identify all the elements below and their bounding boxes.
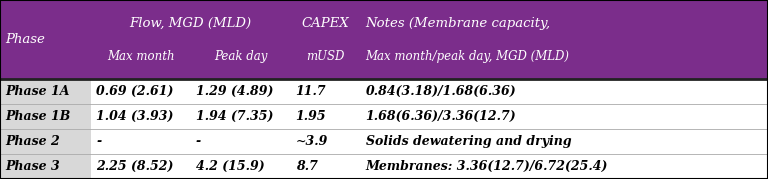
Text: Phase 2: Phase 2 <box>5 135 60 148</box>
Text: Phase 3: Phase 3 <box>5 160 60 173</box>
Text: Phase: Phase <box>5 33 45 46</box>
Text: 0.69 (2.61): 0.69 (2.61) <box>96 85 174 98</box>
Text: -: - <box>96 135 101 148</box>
Text: ~3.9: ~3.9 <box>296 135 328 148</box>
Text: 0.84(3.18)/1.68(6.36): 0.84(3.18)/1.68(6.36) <box>366 85 516 98</box>
Bar <box>91 79 768 179</box>
Text: -: - <box>196 135 201 148</box>
Text: Notes (Membrane capacity,: Notes (Membrane capacity, <box>366 17 551 30</box>
Text: Flow, MGD (MLD): Flow, MGD (MLD) <box>129 17 252 30</box>
Text: 11.7: 11.7 <box>296 85 326 98</box>
Text: 1.95: 1.95 <box>296 110 326 123</box>
Bar <box>0 0 768 79</box>
Text: Max month/peak day, MGD (MLD): Max month/peak day, MGD (MLD) <box>366 50 570 63</box>
Text: 1.04 (3.93): 1.04 (3.93) <box>96 110 174 123</box>
Text: CAPEX: CAPEX <box>301 17 349 30</box>
Text: Max month: Max month <box>107 50 174 63</box>
Text: 2.25 (8.52): 2.25 (8.52) <box>96 160 174 173</box>
Text: 1.94 (7.35): 1.94 (7.35) <box>196 110 273 123</box>
Bar <box>0 79 91 179</box>
Text: 1.29 (4.89): 1.29 (4.89) <box>196 85 273 98</box>
Text: 1.68(6.36)/3.36(12.7): 1.68(6.36)/3.36(12.7) <box>366 110 516 123</box>
Text: Phase 1A: Phase 1A <box>5 85 70 98</box>
Text: 8.7: 8.7 <box>296 160 317 173</box>
Text: Peak day: Peak day <box>214 50 267 63</box>
Text: Phase 1B: Phase 1B <box>5 110 71 123</box>
Text: Solids dewatering and drying: Solids dewatering and drying <box>366 135 571 148</box>
Text: Membranes: 3.36(12.7)/6.72(25.4): Membranes: 3.36(12.7)/6.72(25.4) <box>366 160 608 173</box>
Text: mUSD: mUSD <box>306 50 344 63</box>
Text: 4.2 (15.9): 4.2 (15.9) <box>196 160 264 173</box>
